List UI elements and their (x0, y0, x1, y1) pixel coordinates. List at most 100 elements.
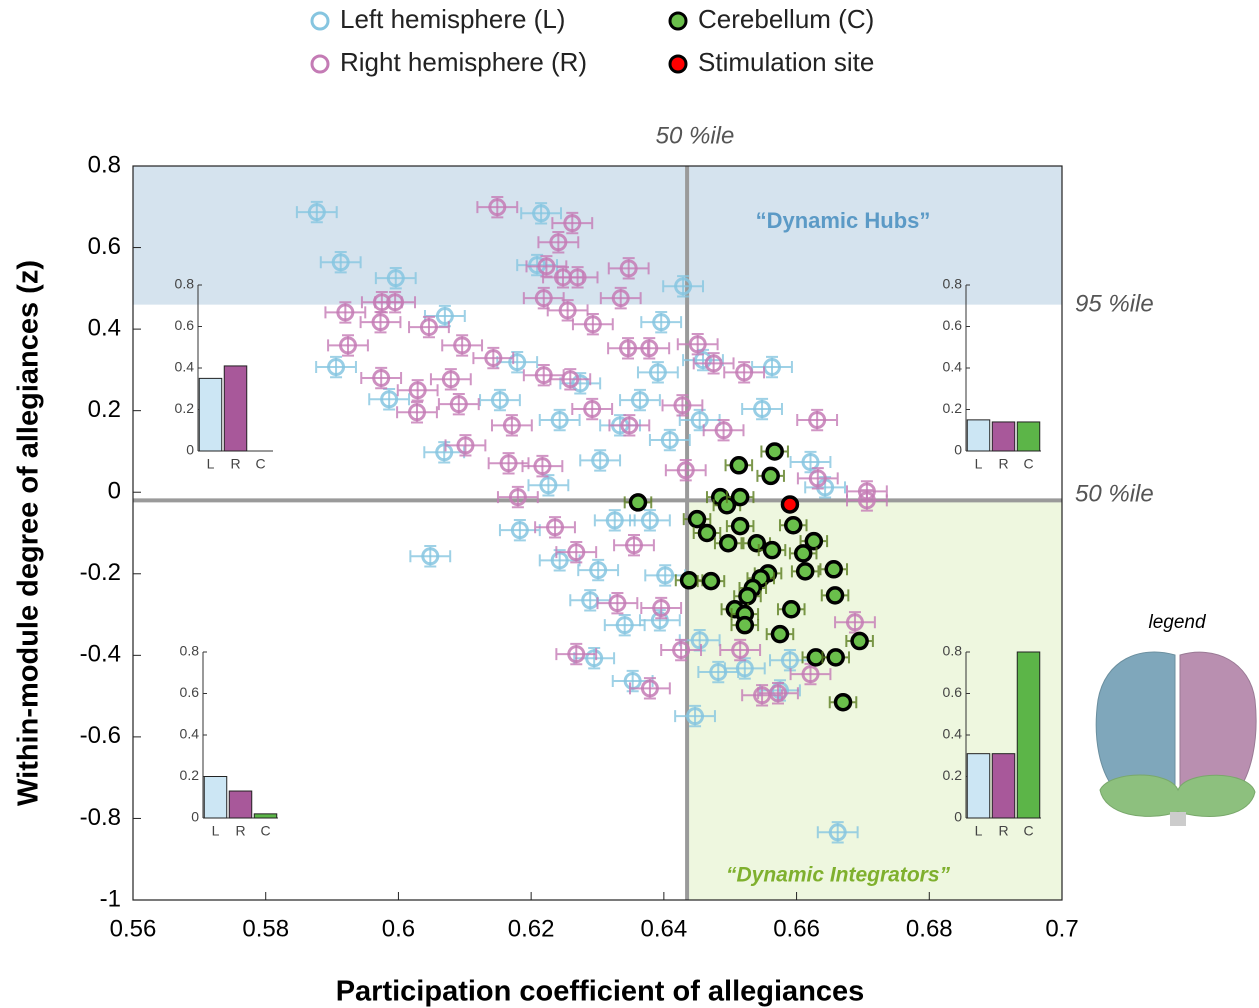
point (608, 594, 627, 613)
point (435, 443, 454, 462)
point (801, 453, 820, 472)
point (539, 476, 558, 495)
point (537, 257, 556, 276)
point (652, 599, 671, 618)
point (589, 561, 608, 580)
point (488, 198, 507, 217)
point (620, 416, 639, 435)
annotation: 95 %ile (1075, 290, 1154, 317)
x-tick-label: 0.7 (1045, 915, 1078, 942)
point (660, 431, 679, 450)
inset-bar (1016, 651, 1041, 819)
point (336, 303, 355, 322)
point (780, 495, 800, 514)
point (567, 543, 586, 562)
integrator-region (687, 500, 1062, 900)
x-tick-label: 0.66 (773, 915, 820, 942)
inset-y-tick-label: 0.8 (943, 643, 963, 659)
point (615, 616, 634, 635)
inset-y-tick-label: 0 (186, 442, 194, 458)
inset-y-tick-label: 0.8 (175, 276, 195, 292)
point (372, 369, 391, 388)
point (567, 645, 586, 664)
point (762, 540, 782, 560)
brain-right (1179, 651, 1257, 796)
legend-label: Stimulation site (698, 47, 874, 77)
point (824, 560, 843, 579)
legend-marker (310, 11, 330, 31)
point (419, 318, 438, 337)
point (690, 411, 709, 430)
point (780, 651, 799, 670)
inset-y-tick-label: 0.4 (943, 726, 963, 742)
point (806, 648, 826, 667)
point (508, 353, 527, 372)
point (694, 351, 713, 370)
point (408, 381, 427, 400)
point (611, 289, 630, 308)
legend-label: Cerebellum (C) (698, 4, 874, 34)
inset-y-tick-label: 0.2 (175, 400, 195, 416)
y-tick-label: 0.6 (88, 233, 121, 260)
point (808, 411, 827, 430)
point (761, 466, 780, 486)
inset-y-tick-label: 0 (954, 442, 962, 458)
point (648, 363, 667, 382)
point (770, 624, 790, 644)
point (735, 615, 755, 635)
point (386, 269, 405, 288)
plot: 0.56 0.58 0.6 0.62 0.64 0.66 0.68 0.70.80.60.40… (80, 151, 1079, 942)
point (808, 469, 827, 488)
legend-marker (310, 54, 330, 74)
inset-bar (1016, 421, 1041, 452)
x-tick-label: 0.56 (110, 915, 157, 942)
brain-stem (1170, 812, 1186, 826)
point (652, 313, 671, 332)
point (673, 396, 692, 415)
point (561, 370, 580, 389)
x-tick-label: 0.64 (640, 915, 687, 942)
x-tick-label: 0.6 (382, 915, 415, 942)
y-tick-label: -1 (100, 885, 121, 912)
annotation: “Dynamic Hubs” (756, 208, 931, 233)
insets: 00.20.40.60.8L R C00.20.40.60.8L R C00.20.40… (175, 276, 1041, 839)
y-tick-label: 0.8 (88, 151, 121, 178)
point (453, 336, 472, 355)
point (686, 707, 705, 726)
point (484, 349, 503, 368)
inset-bar (228, 790, 253, 819)
legend-label: Right hemisphere (R) (340, 47, 587, 77)
point (331, 253, 350, 272)
point (679, 571, 699, 590)
point (704, 354, 723, 373)
point (441, 370, 460, 389)
inset-y-tick-label: 0.6 (180, 684, 200, 700)
point (549, 233, 568, 252)
inset-bar (203, 776, 228, 819)
inset-x-tick-label: R (230, 456, 240, 472)
point (825, 586, 845, 605)
regions (133, 166, 1062, 900)
y-tick-label: 0.4 (88, 314, 121, 341)
inset-x-tick-label: C (260, 823, 270, 839)
inset-x-tick-label: L (975, 456, 983, 472)
point (583, 400, 602, 419)
inset-chart: 0 0.2 0.4 0.6 0.8 L R C (943, 643, 1041, 839)
point (605, 511, 624, 530)
point (640, 511, 659, 530)
inset-y-tick-label: 0.8 (180, 643, 200, 659)
point (386, 293, 405, 312)
inset-x-tick-label: C (1023, 456, 1033, 472)
point (338, 336, 357, 355)
point (833, 692, 853, 712)
point (533, 457, 552, 476)
point (508, 488, 527, 507)
point (784, 516, 803, 535)
point (782, 600, 801, 619)
point (371, 313, 390, 332)
inset-y-tick-label: 0 (954, 809, 962, 825)
point (768, 684, 787, 703)
point (738, 586, 757, 606)
inset-chart: 0 0.2 0.4 0.6 0.8 L R C (175, 276, 273, 472)
inset-bar (223, 365, 248, 452)
